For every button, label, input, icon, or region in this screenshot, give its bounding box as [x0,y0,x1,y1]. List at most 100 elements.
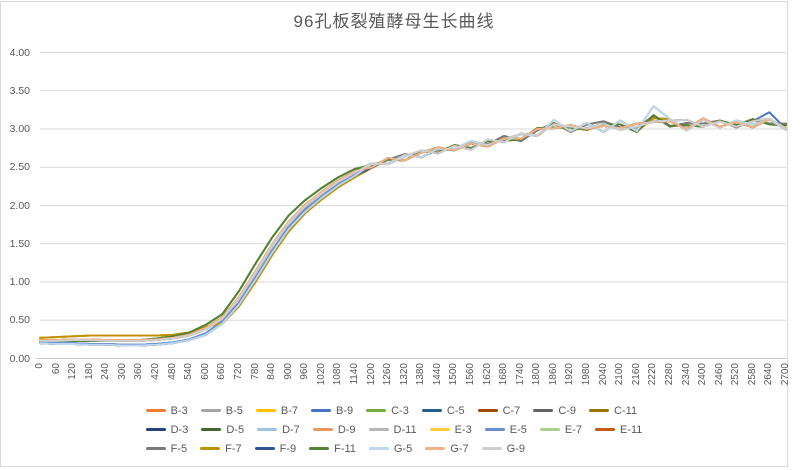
legend-swatch [201,428,222,431]
legend-item-G-9[interactable]: G-9 [481,442,525,455]
legend-label: C-3 [391,404,409,417]
legend-label: G-9 [506,442,525,455]
series-line-G-7[interactable] [39,117,787,342]
series-line-C-7[interactable] [39,117,787,342]
legend-item-G-5[interactable]: G-5 [368,442,413,455]
legend-item-D-3[interactable]: D-3 [145,423,189,436]
series-line-G-5[interactable] [39,105,787,347]
chart-title[interactable]: 96孔板裂殖酵母生长曲线 [293,12,495,31]
legend-item-C-11[interactable]: C-11 [589,405,637,417]
legend-item-D-11[interactable]: D-11 [368,423,417,436]
legend-item-F-11[interactable]: F-11 [309,443,356,455]
x-tick-label: 420 [150,363,162,380]
x-tick-label: 1980 [581,363,593,386]
x-tick-label: 240 [100,363,112,380]
legend-swatch [589,409,610,412]
series-line-D-5[interactable] [39,117,787,342]
legend-swatch [477,409,498,412]
x-tick-label: 2400 [697,363,709,386]
x-tick-label: 660 [216,363,228,380]
y-tick-label: 1.00 [9,276,30,288]
legend-item-E-7[interactable]: E-7 [539,423,582,436]
x-tick-label: 2340 [680,363,692,386]
legend-swatch [200,447,221,450]
legend-item-E-5[interactable]: E-5 [484,423,527,436]
series-line-E-5[interactable] [39,105,787,346]
legend-label: D-11 [393,423,417,436]
legend-item-F-5[interactable]: F-5 [145,443,187,455]
legend-label: C-5 [446,404,465,417]
legend-item-D-9[interactable]: D-9 [312,424,356,436]
legend-label: E-7 [564,423,582,436]
legend-item-C-5[interactable]: C-5 [421,404,465,417]
legend-item-C-7[interactable]: C-7 [477,405,520,417]
legend-row: D-3 D-5 D-7 D-9 D-11 E-3 E-5 E-7 E-11 [145,420,642,439]
series-line-C-5[interactable] [39,114,787,346]
legend-item-F-7[interactable]: F-7 [200,443,242,455]
series-line-D-9[interactable] [39,117,787,342]
legend-item-D-5[interactable]: D-5 [201,424,244,436]
legend-item-B-7[interactable]: B-7 [255,404,298,417]
legend-item-B-3[interactable]: B-3 [145,405,188,417]
series-line-F-7[interactable] [39,117,787,339]
series-line-F-9[interactable] [39,117,787,347]
legend-label: G-5 [393,442,413,455]
legend-item-D-7[interactable]: D-7 [257,424,300,436]
series-line-E-3[interactable] [39,114,787,339]
legend-swatch [145,409,166,412]
x-tick-label: 1440 [431,363,443,386]
x-tick-label: 1140 [348,363,360,385]
series-line-C-3[interactable] [39,115,787,342]
series-line-B-5[interactable] [39,117,787,342]
legend-swatch [425,447,446,450]
x-tick-label: 480 [166,363,178,380]
x-tick-label: 2700 [780,363,791,386]
legend-item-E-3[interactable]: E-3 [429,423,472,436]
legend-swatch [309,447,330,450]
series-line-D-11[interactable] [39,115,787,342]
legend-item-E-11[interactable]: E-11 [594,424,642,436]
x-tick-label: 1800 [531,363,543,386]
series-line-D-7[interactable] [39,115,787,346]
legend-label: D-3 [170,423,189,436]
x-tick-label: 1620 [481,363,493,386]
series-line-F-11[interactable] [39,114,787,342]
x-tick-label: 540 [183,363,195,380]
legend-swatch [310,409,331,412]
x-tick-label: 1680 [498,363,510,386]
series-line-G-9[interactable] [39,117,787,342]
legend-item-F-9[interactable]: F-9 [254,443,296,455]
x-tick-label: 2580 [746,363,758,386]
x-tick-label: 2640 [763,363,775,386]
series-line-F-5[interactable] [39,115,787,342]
legend[interactable]: B-3 B-5 B-7 B-9 C-3 C-5 C-7 C-9 C-11 D-3 D-5 D-7 D-9… [0,401,788,458]
legend-item-C-9[interactable]: C-9 [533,405,576,417]
x-tick-label: 600 [199,363,211,380]
x-tick-label: 180 [83,363,95,380]
legend-item-B-5[interactable]: B-5 [200,404,243,417]
y-tick-label: 3.00 [9,123,30,135]
legend-label: B-7 [280,404,298,417]
x-tick-label: 960 [299,363,311,380]
y-tick-label: 0.00 [9,352,30,365]
series-line-B-9[interactable] [39,111,787,346]
series-line-E-11[interactable] [39,114,787,342]
series-line-B-7[interactable] [39,117,787,339]
legend-label: E-3 [454,423,472,436]
series-line-C-9[interactable] [39,117,787,342]
legend-item-C-3[interactable]: C-3 [366,405,409,417]
legend-swatch [368,447,389,450]
x-tick-label: 1920 [564,363,576,386]
legend-label: G-7 [450,442,469,455]
legend-label: B-5 [225,404,243,417]
legend-item-G-7[interactable]: G-7 [425,442,469,455]
x-tick-label: 780 [249,363,261,380]
series-line-D-3[interactable] [39,117,787,347]
series-line-B-3[interactable] [39,114,787,342]
legend-label: E-5 [509,423,527,436]
series-line-E-7[interactable] [39,117,787,342]
legend-item-B-9[interactable]: B-9 [310,405,353,417]
series-line-C-11[interactable] [39,115,787,339]
